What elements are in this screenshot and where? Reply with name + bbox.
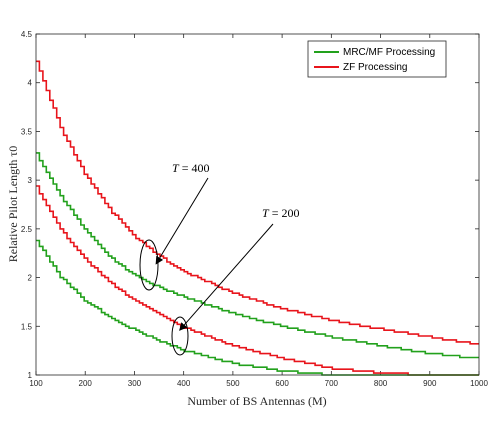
y-tick-label: 3.5 (21, 127, 33, 136)
x-tick-label: 400 (177, 379, 191, 388)
annotation-value: = 200 (269, 206, 300, 220)
x-tick-label: 300 (128, 379, 142, 388)
annotation-arrow (155, 177, 209, 265)
y-tick-label: 1.5 (21, 322, 33, 331)
y-tick-label: 4 (28, 79, 33, 88)
annotation-arrow (179, 223, 274, 331)
x-tick-label: 500 (226, 379, 240, 388)
series-line-zf-t400 (36, 60, 479, 345)
x-tick-label: 600 (275, 379, 289, 388)
x-tick-label: 1000 (470, 379, 488, 388)
annotation-value: = 400 (179, 161, 210, 175)
tick-labels: 100 200 300 400 500 600 700 800 900 1000 1 1.5 2 2.5 3… (21, 30, 489, 388)
y-tick-label: 1 (28, 371, 33, 380)
x-tick-label: 800 (374, 379, 388, 388)
series-layer (36, 60, 479, 376)
y-axis-label: Relative Pilot Length τ0 (6, 146, 20, 262)
legend: MRC/MF Processing ZF Processing (307, 40, 447, 78)
plot-background (36, 34, 479, 375)
legend-label-zf: ZF Processing (343, 62, 407, 73)
x-axis-label: Number of BS Antennas (M) (187, 394, 326, 408)
tick-marks (35, 33, 480, 376)
annotation-ellipse (139, 239, 159, 291)
legend-label-mrc: MRC/MF Processing (343, 47, 435, 58)
series-line-mrc-t400 (36, 152, 479, 359)
y-tick-label: 3 (28, 176, 33, 185)
legend-box (307, 40, 447, 78)
annotation-variable: T (262, 206, 270, 220)
y-tick-label: 2.5 (21, 225, 33, 234)
y-tick-label: 4.5 (21, 30, 33, 39)
annotation-variable: T (172, 161, 180, 175)
annotation-label: T = 400 (172, 161, 209, 175)
y-tick-label: 2 (28, 274, 33, 283)
x-tick-label: 200 (79, 379, 93, 388)
series-line-zf-t200 (36, 185, 479, 376)
x-tick-label: 900 (423, 379, 437, 388)
annotation-label: T = 200 (262, 206, 299, 220)
plot-frame (35, 33, 480, 376)
x-tick-label: 700 (325, 379, 339, 388)
x-tick-label: 100 (29, 379, 43, 388)
annotation-ellipse (171, 316, 189, 356)
